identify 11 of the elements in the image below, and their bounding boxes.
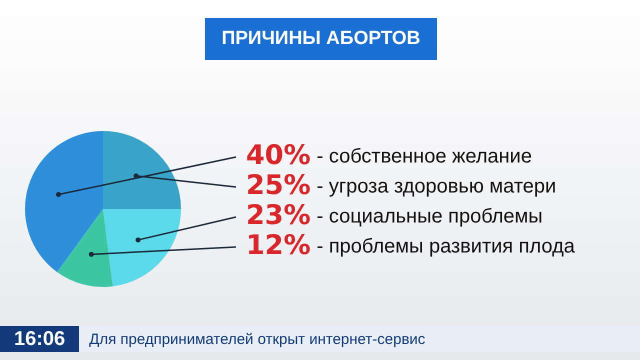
- text: Для предпринимателей открыт интернет-сервис: [88, 330, 426, 348]
- chart-title: ПРИЧИНЫ АБОРТОВ: [205, 18, 437, 60]
- slice-label: - угроза здоровью матери: [316, 176, 556, 198]
- data-label: 12%: [246, 230, 311, 262]
- slice-label: - собственное желание: [316, 146, 532, 168]
- data-label: 23%: [246, 200, 311, 232]
- slice-label: - социальные проблемы: [316, 206, 543, 228]
- slice-label: - проблемы развития плода: [316, 236, 576, 258]
- data-label: 40%: [246, 140, 311, 172]
- text: 16:06: [0, 326, 80, 352]
- data-label: 25%: [246, 170, 311, 202]
